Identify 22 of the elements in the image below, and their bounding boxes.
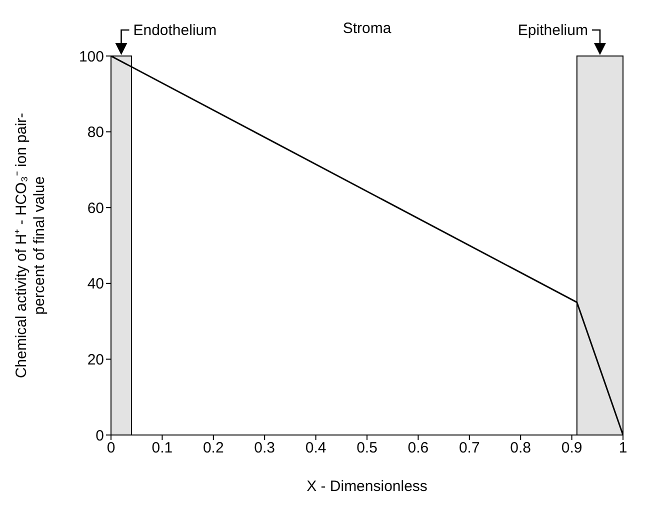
x-tick-label: 0 [106,440,116,457]
text: Stroma [342,20,392,37]
x-tick-label: 0.6 [408,440,429,457]
x-tick-label: 0.9 [561,440,582,457]
y-axis-title: Chemical activity of H⁺ - HCO₃⁻ ion pair- percent of final value [13,112,48,378]
y-tick-label: 0 [96,427,104,444]
x-tick-label: 0.5 [356,440,378,457]
x-axis-title: X - Dimensionless [306,478,428,495]
legend-label: Endothelium [133,22,217,39]
x-tick-label: 0.1 [152,440,173,457]
y-tick-label: 80 [87,124,104,142]
y-tick-label: 20 [87,352,104,369]
y-tick-label: 60 [87,200,104,217]
y-tick-label: 40 [87,276,104,293]
y-tick-label: 100 [78,48,104,66]
band-label: Epithelium [518,22,588,39]
x-tick-label: 0.3 [254,440,276,457]
x-tick-label: 0.7 [458,440,480,457]
x-tick-label: 0.8 [510,440,532,457]
x-tick-label: 0.2 [202,440,224,457]
x-tick-label: 0.4 [305,440,326,457]
x-tick-label: 1 [618,440,628,457]
